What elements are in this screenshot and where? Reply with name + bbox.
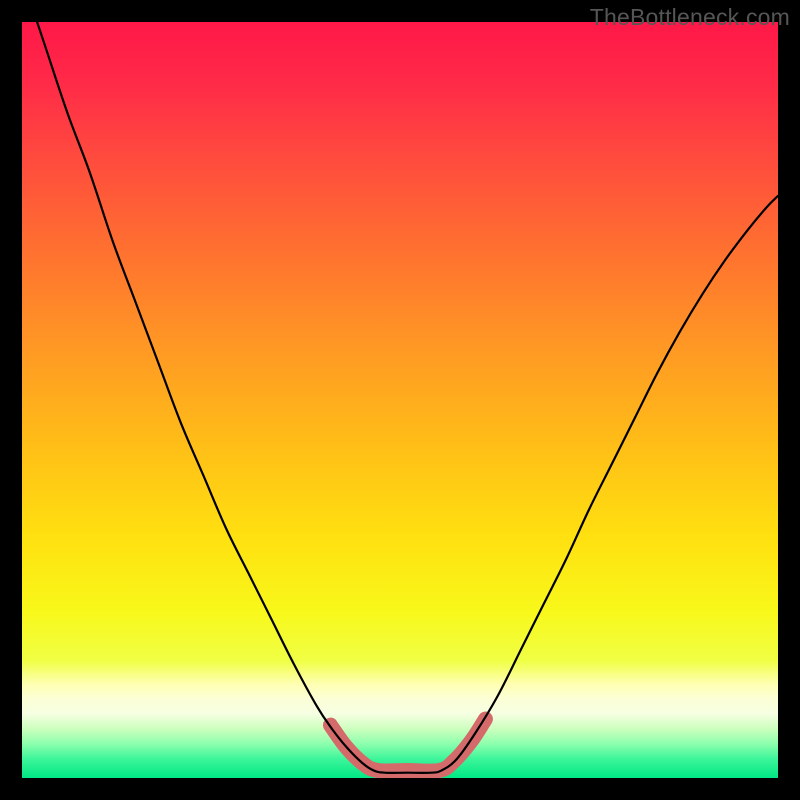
gradient-background	[22, 22, 778, 778]
chart-frame: TheBottleneck.com	[0, 0, 800, 800]
watermark-text: TheBottleneck.com	[590, 4, 790, 31]
chart-svg	[22, 22, 778, 778]
plot-area	[22, 22, 778, 778]
